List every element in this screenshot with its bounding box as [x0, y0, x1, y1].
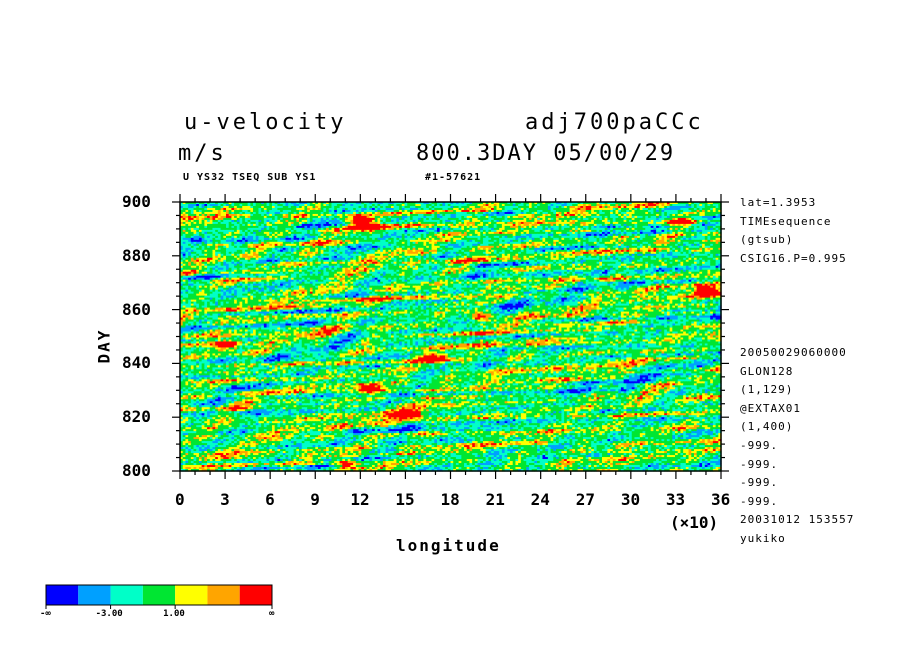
colorbar-swatch	[207, 585, 239, 605]
x-tick-label: 12	[350, 492, 369, 508]
id-label: #1-57621	[425, 173, 481, 183]
y-tick-label: 900	[122, 194, 151, 210]
side-info-line: GLON128	[740, 366, 793, 377]
colorbar-label: 1.00	[163, 610, 185, 619]
side-info-line: -999.	[740, 440, 778, 451]
x-tick-label: 36	[711, 492, 730, 508]
colorbar-swatch	[143, 585, 175, 605]
x-tick-label: 24	[531, 492, 550, 508]
x-tick-label: 6	[265, 492, 275, 508]
colorbar-swatch	[111, 585, 143, 605]
x-tick-label: 33	[666, 492, 685, 508]
x-tick-label: 21	[486, 492, 505, 508]
colorbar-swatch	[78, 585, 110, 605]
time-title: 800.3DAY 05/00/29	[416, 143, 675, 165]
colorbar-swatch	[240, 585, 272, 605]
y-tick-label: 800	[122, 463, 151, 479]
x-tick-label: 9	[310, 492, 320, 508]
colorbar-label: ∞	[269, 610, 274, 619]
side-info-line: -999.	[740, 477, 778, 488]
x-tick-label: 15	[395, 492, 414, 508]
side-info-line: 20050029060000	[740, 347, 847, 358]
side-info-line: TIMEsequence	[740, 216, 831, 227]
units-title: m/s	[178, 143, 227, 165]
x-axis-label: longitude	[396, 538, 501, 554]
side-info-line: -999.	[740, 496, 778, 507]
colorbar-label: -3.00	[96, 610, 123, 619]
side-info-line: -999.	[740, 459, 778, 470]
variable-title: u-velocity	[184, 112, 346, 134]
velocity-field	[180, 202, 722, 472]
y-tick-label: 820	[122, 409, 151, 425]
side-info-line: @EXTAX01	[740, 403, 801, 414]
y-tick-label: 880	[122, 248, 151, 264]
x-scale-note: (×10)	[670, 515, 718, 531]
y-tick-label: 840	[122, 355, 151, 371]
side-info-line: yukiko	[740, 533, 786, 544]
side-info-line: (1,129)	[740, 384, 793, 395]
side-info-line: CSIG16.P=0.995	[740, 253, 847, 264]
side-info-line: 20031012 153557	[740, 514, 854, 525]
x-tick-label: 27	[576, 492, 595, 508]
subtitle-label: U YS32 TSEQ SUB YS1	[183, 173, 316, 183]
colorbar	[46, 585, 272, 609]
colorbar-swatch	[175, 585, 207, 605]
y-axis-label: DAY	[96, 329, 112, 364]
y-tick-label: 860	[122, 302, 151, 318]
x-tick-label: 3	[220, 492, 230, 508]
side-info-line: (gtsub)	[740, 234, 793, 245]
x-tick-label: 0	[175, 492, 185, 508]
x-tick-label: 30	[621, 492, 640, 508]
colorbar-swatch	[46, 585, 78, 605]
dataset-title: adj700paCCc	[525, 112, 704, 134]
x-tick-label: 18	[441, 492, 460, 508]
colorbar-label: -∞	[40, 610, 51, 619]
side-info-line: (1,400)	[740, 421, 793, 432]
side-info-line: lat=1.3953	[740, 197, 816, 208]
